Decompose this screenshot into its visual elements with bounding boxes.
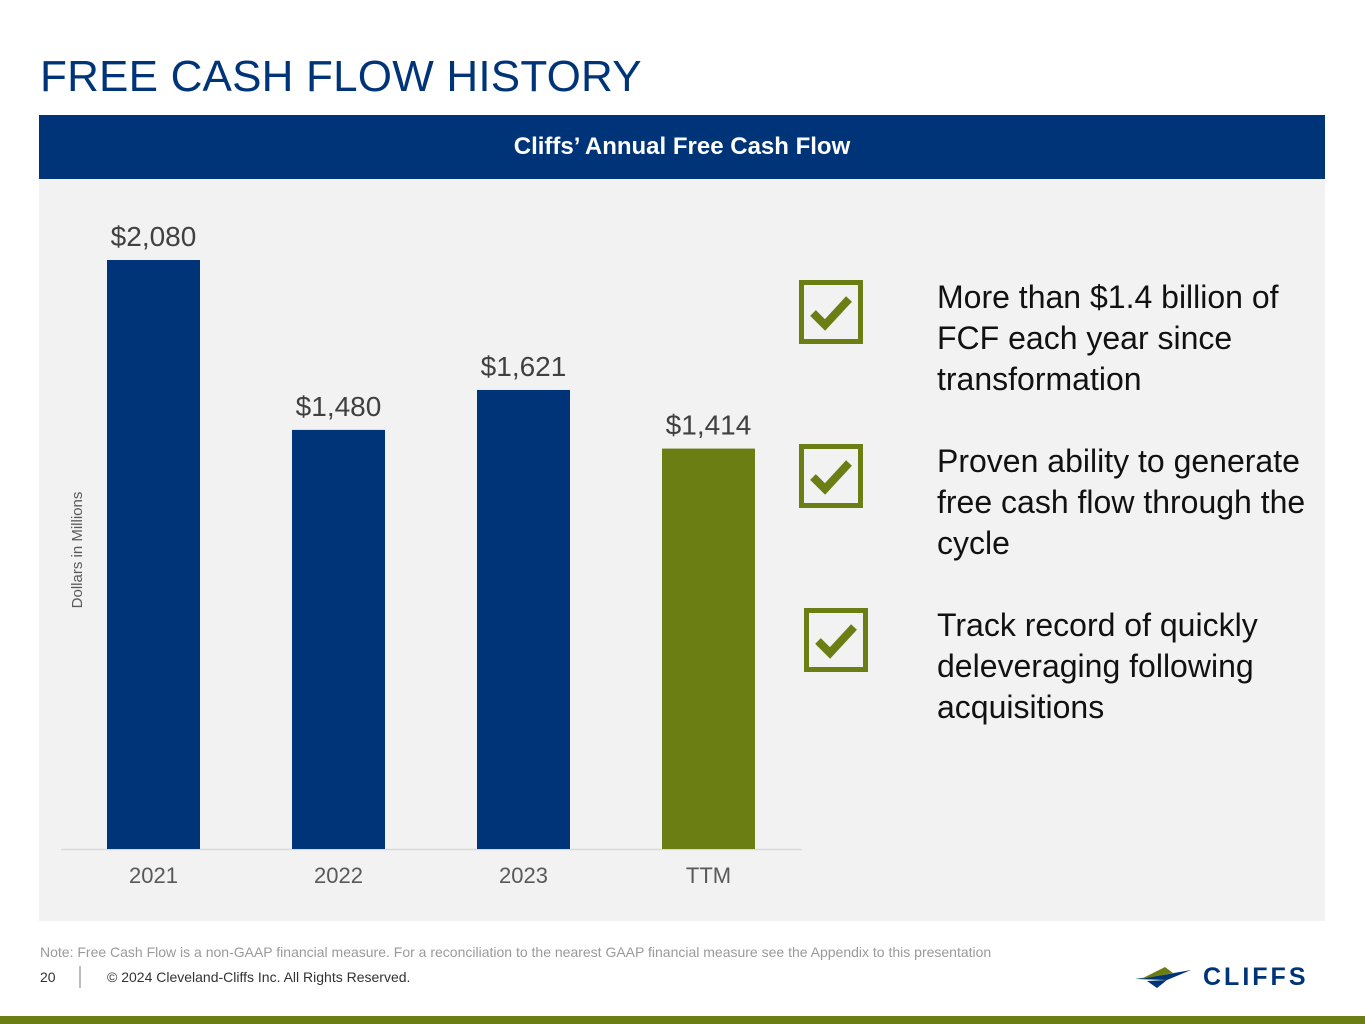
data-label: $1,414	[666, 410, 752, 441]
data-label: $1,621	[481, 351, 567, 382]
page-number: 20	[40, 969, 56, 985]
chart-panel-header: Cliffs’ Annual Free Cash Flow	[39, 115, 1325, 179]
chart-panel: $2,080 2021 $1,480 2022 $1,621 2023 $1,414 TTM D…	[39, 179, 1325, 921]
checkbox-icon	[799, 444, 863, 508]
key-point-text: More than $1.4 billion of FCF each year …	[937, 279, 1279, 397]
checkbox-icon	[804, 608, 868, 672]
x-tick-label: TTM	[686, 863, 731, 888]
x-tick-label: 2023	[499, 863, 548, 888]
data-label: $2,080	[111, 221, 197, 252]
x-tick-label: 2021	[129, 863, 178, 888]
chart-panel-title: Cliffs’ Annual Free Cash Flow	[513, 133, 851, 160]
bar-ttm	[662, 448, 755, 849]
bar-2021	[107, 260, 200, 849]
footer-divider	[79, 966, 81, 988]
checkbox-icon	[799, 280, 863, 344]
bar-2023	[477, 389, 570, 849]
logo-text: CLIFFS	[1203, 963, 1309, 991]
data-label: $1,480	[296, 391, 382, 422]
bar-chart: $2,080 2021 $1,480 2022 $1,621 2023 $1,414 TTM D…	[61, 221, 802, 888]
x-tick-label: 2022	[314, 863, 363, 888]
bar-2022	[292, 429, 385, 849]
bottom-accent-bar	[0, 1016, 1365, 1024]
key-point-text: Proven ability to generate free cash flo…	[937, 443, 1306, 561]
copyright: © 2024 Cleveland-Cliffs Inc. All Rights …	[107, 969, 411, 985]
footnote: Note: Free Cash Flow is a non-GAAP finan…	[40, 944, 992, 960]
page-title: FREE CASH FLOW HISTORY	[40, 52, 642, 101]
key-point-text: Track record of quickly deleveraging fol…	[937, 607, 1258, 725]
y-axis-label: Dollars in Millions	[69, 492, 86, 609]
logo-mark-icon	[1135, 967, 1191, 988]
cliffs-logo: CLIFFS	[1133, 962, 1328, 992]
